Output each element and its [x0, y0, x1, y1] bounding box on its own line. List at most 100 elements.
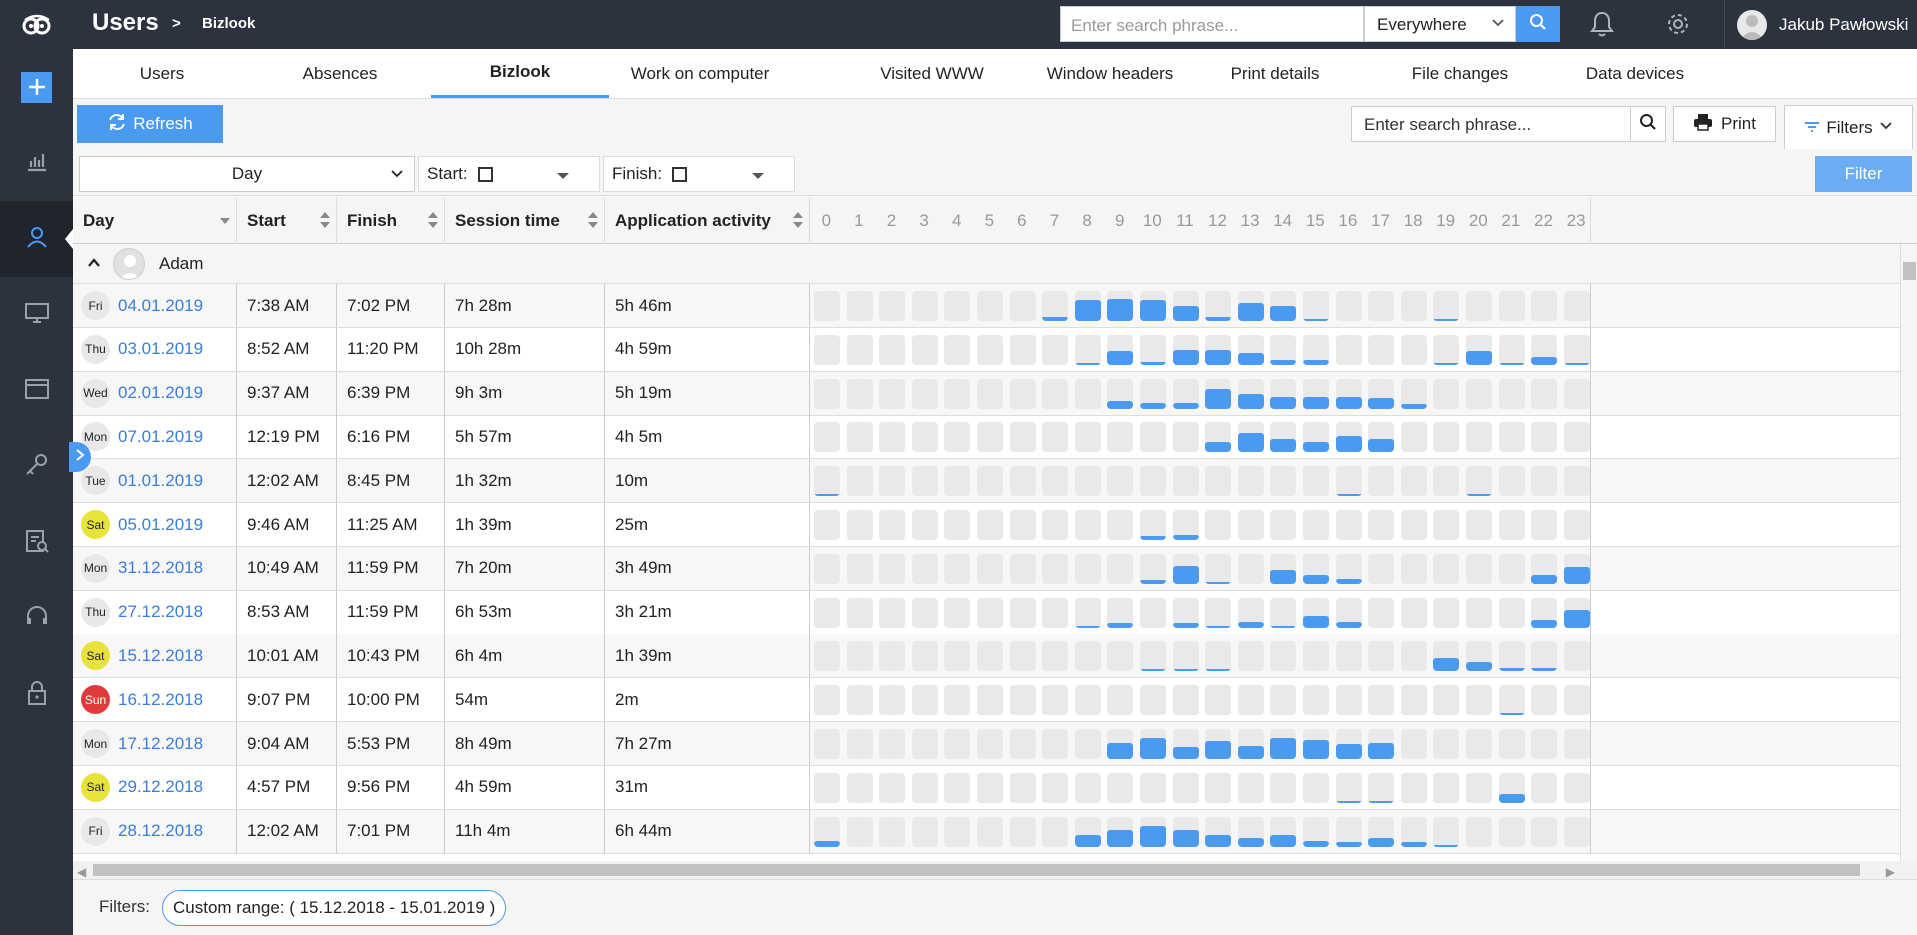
hour-activity-cell[interactable] [1172, 597, 1199, 628]
global-search-input[interactable]: Enter search phrase... [1060, 6, 1364, 42]
hour-activity-cell[interactable] [1009, 510, 1036, 540]
hour-activity-cell[interactable] [1237, 291, 1264, 321]
hour-activity-cell[interactable] [1237, 510, 1264, 540]
hour-activity-cell[interactable] [1563, 729, 1590, 759]
hour-activity-cell[interactable] [1009, 597, 1036, 628]
hour-activity-cell[interactable] [1531, 378, 1558, 409]
bell-icon[interactable] [1589, 10, 1615, 43]
hour-activity-cell[interactable] [1400, 422, 1427, 453]
hour-activity-cell[interactable] [944, 685, 971, 716]
date-link[interactable]: 01.01.2019 [118, 470, 204, 490]
hour-activity-cell[interactable] [1466, 422, 1492, 453]
column-header-application-activity[interactable]: Application activity [605, 197, 810, 244]
hour-activity-cell[interactable] [911, 685, 938, 716]
hour-activity-cell[interactable] [1303, 685, 1329, 716]
hour-activity-cell[interactable] [1531, 334, 1558, 365]
hour-activity-cell[interactable] [1400, 378, 1427, 409]
hour-activity-cell[interactable] [1140, 378, 1166, 409]
hour-activity-cell[interactable] [911, 772, 938, 803]
hour-activity-cell[interactable] [846, 334, 873, 365]
hour-activity-cell[interactable] [1433, 334, 1460, 365]
hour-activity-cell[interactable] [1368, 772, 1395, 803]
table-row[interactable]: Tue 01.01.2019 12:02 AM 8:45 PM 1h 32m 10m [73, 459, 1917, 504]
hour-activity-cell[interactable] [1205, 772, 1232, 803]
hour-activity-cell[interactable] [1433, 291, 1460, 321]
hour-activity-cell[interactable] [1107, 685, 1134, 716]
hour-activity-cell[interactable] [814, 510, 840, 540]
hour-activity-cell[interactable] [1042, 816, 1069, 847]
hour-activity-cell[interactable] [1368, 597, 1395, 628]
hour-activity-cell[interactable] [1433, 685, 1460, 716]
hour-activity-cell[interactable] [944, 553, 971, 584]
hour-activity-cell[interactable] [977, 553, 1003, 584]
hour-activity-cell[interactable] [1140, 729, 1166, 759]
scrollbar-thumb[interactable] [93, 864, 1860, 876]
hour-activity-cell[interactable] [1335, 466, 1362, 497]
hour-activity-cell[interactable] [1074, 291, 1101, 321]
hour-activity-cell[interactable] [1466, 291, 1492, 321]
hour-activity-cell[interactable] [1368, 422, 1395, 453]
hour-activity-cell[interactable] [977, 685, 1003, 716]
hour-activity-cell[interactable] [1400, 641, 1427, 672]
hour-activity-cell[interactable] [1074, 641, 1101, 672]
hour-activity-cell[interactable] [1270, 729, 1297, 759]
hour-activity-cell[interactable] [1205, 291, 1232, 321]
hour-activity-cell[interactable] [879, 553, 906, 584]
hour-activity-cell[interactable] [944, 641, 971, 672]
chevron-up-icon[interactable] [87, 254, 101, 274]
hour-activity-cell[interactable] [1433, 772, 1460, 803]
table-row[interactable]: Wed 02.01.2019 9:37 AM 6:39 PM 9h 3m 5h 19m [73, 371, 1917, 416]
hour-activity-cell[interactable] [814, 641, 840, 672]
hour-activity-cell[interactable] [1042, 729, 1069, 759]
hour-activity-cell[interactable] [1237, 553, 1264, 584]
hour-activity-cell[interactable] [1335, 334, 1362, 365]
hour-activity-cell[interactable] [1498, 816, 1525, 847]
hour-activity-cell[interactable] [1074, 772, 1101, 803]
hour-activity-cell[interactable] [944, 291, 971, 321]
hour-activity-cell[interactable] [1400, 816, 1427, 847]
hour-activity-cell[interactable] [1042, 334, 1069, 365]
hour-activity-cell[interactable] [1498, 291, 1525, 321]
hour-activity-cell[interactable] [1237, 422, 1264, 453]
hour-activity-cell[interactable] [1107, 816, 1134, 847]
hour-activity-cell[interactable] [1172, 334, 1199, 365]
hour-activity-cell[interactable] [1270, 641, 1297, 672]
hour-activity-cell[interactable] [1042, 641, 1069, 672]
hour-activity-cell[interactable] [1563, 510, 1590, 540]
hour-activity-cell[interactable] [944, 378, 971, 409]
sidebar-item-reports[interactable] [0, 125, 73, 201]
hour-activity-cell[interactable] [1368, 816, 1395, 847]
hour-activity-cell[interactable] [944, 729, 971, 759]
hour-activity-cell[interactable] [1237, 816, 1264, 847]
hour-activity-cell[interactable] [1172, 291, 1199, 321]
hour-activity-cell[interactable] [1107, 553, 1134, 584]
hour-activity-cell[interactable] [1009, 466, 1036, 497]
hour-activity-cell[interactable] [1172, 816, 1199, 847]
hour-activity-cell[interactable] [1270, 685, 1297, 716]
hour-activity-cell[interactable] [1140, 510, 1166, 540]
hour-activity-cell[interactable] [1368, 291, 1395, 321]
date-link[interactable]: 29.12.2018 [118, 777, 204, 797]
sidebar-item-users[interactable] [0, 201, 73, 277]
start-time-filter[interactable]: Start: [418, 156, 600, 192]
hour-activity-cell[interactable] [1205, 510, 1232, 540]
hour-activity-cell[interactable] [1009, 816, 1036, 847]
hour-activity-cell[interactable] [1563, 816, 1590, 847]
hour-activity-cell[interactable] [1498, 378, 1525, 409]
date-link[interactable]: 31.12.2018 [118, 558, 204, 578]
hour-activity-cell[interactable] [1042, 553, 1069, 584]
hour-activity-cell[interactable] [814, 291, 840, 321]
hour-activity-cell[interactable] [1140, 334, 1166, 365]
hour-activity-cell[interactable] [1205, 334, 1232, 365]
hour-activity-cell[interactable] [1433, 553, 1460, 584]
hour-activity-cell[interactable] [814, 816, 840, 847]
hour-activity-cell[interactable] [1466, 510, 1492, 540]
hour-activity-cell[interactable] [1237, 334, 1264, 365]
hour-activity-cell[interactable] [1400, 729, 1427, 759]
group-row[interactable]: Adam [73, 244, 1917, 284]
hour-activity-cell[interactable] [1531, 466, 1558, 497]
hour-activity-cell[interactable] [846, 816, 873, 847]
hour-activity-cell[interactable] [1140, 466, 1166, 497]
table-row[interactable]: Sun 16.12.2018 9:07 PM 10:00 PM 54m 2m [73, 678, 1917, 723]
hour-activity-cell[interactable] [1074, 729, 1101, 759]
